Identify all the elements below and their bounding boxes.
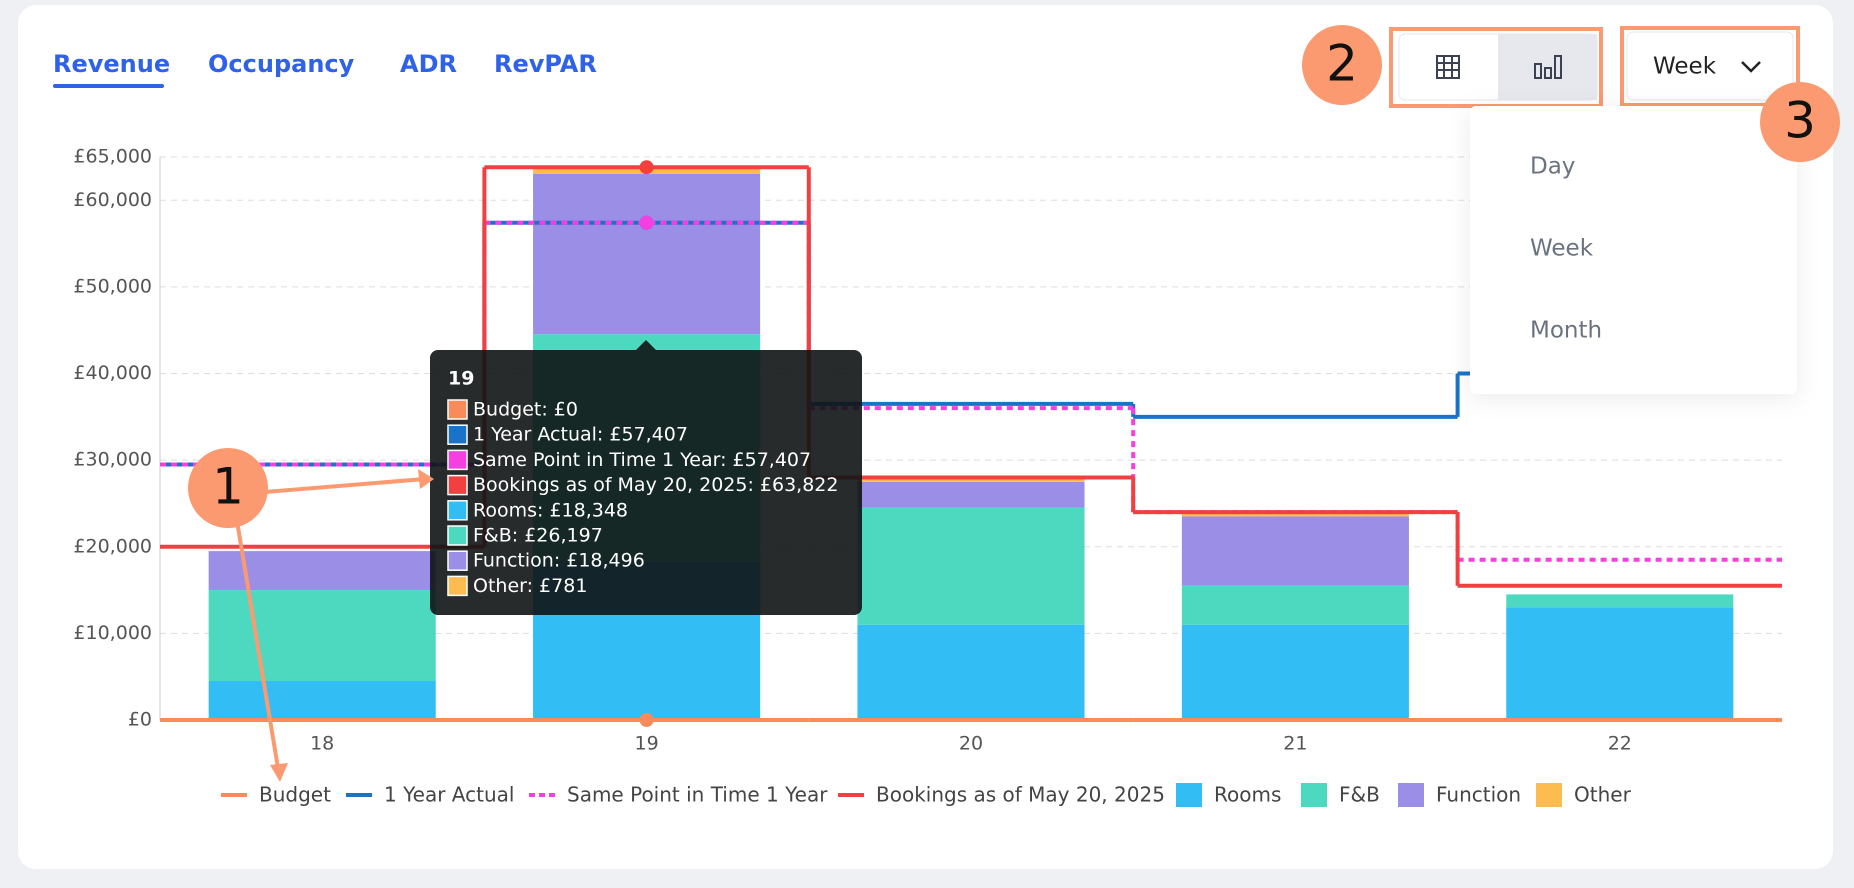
menu-option[interactable]: Day — [1530, 154, 1575, 180]
bar-segment — [208, 590, 436, 682]
dropdown-menu: Day Week Month — [1470, 106, 1797, 394]
bar-segment — [857, 624, 1085, 720]
legend-swatch — [1536, 783, 1562, 807]
legend-label: Function — [1436, 783, 1521, 807]
dropdown-button[interactable] — [1626, 31, 1794, 101]
menu-option[interactable]: Week — [1530, 236, 1594, 262]
y-tick-label: £40,000 — [73, 362, 152, 384]
tab[interactable]: Occupancy — [208, 50, 355, 78]
y-tick-label: £50,000 — [73, 275, 152, 297]
tooltip-caret — [636, 340, 656, 350]
x-tick-label: 19 — [635, 733, 659, 755]
chart-icon[interactable] — [1534, 55, 1562, 79]
legend-label: F&B — [1339, 783, 1380, 807]
callout-number: 2 — [1326, 35, 1358, 93]
tooltip-item: Other: £781 — [473, 575, 587, 597]
x-tick-label: 18 — [310, 733, 334, 755]
view-toggle — [1389, 27, 1603, 108]
tab-underline — [53, 84, 164, 88]
bar-segment — [1181, 512, 1409, 517]
legend-label: Rooms — [1214, 783, 1281, 807]
x-tick-label: 21 — [1283, 733, 1307, 755]
bar-segment — [1181, 585, 1409, 625]
menu-panel — [1470, 106, 1797, 394]
tab[interactable]: ADR — [400, 50, 457, 78]
x-tick-label: 20 — [959, 733, 983, 755]
arrow-head — [418, 469, 434, 489]
legend-swatch — [1301, 783, 1327, 807]
tooltip-item: 1 Year Actual: £57,407 — [473, 424, 688, 446]
legend-label: Other — [1574, 783, 1632, 807]
tooltip-item: Same Point in Time 1 Year: £57,407 — [473, 449, 811, 471]
tooltip-swatch — [447, 474, 468, 496]
tooltip-swatch — [447, 575, 468, 597]
tooltip-title: 19 — [448, 368, 474, 390]
bar-segment — [1181, 624, 1409, 720]
y-tick-label: £0 — [128, 709, 152, 731]
tooltip-swatch — [447, 449, 468, 471]
menu-option[interactable]: Month — [1530, 318, 1602, 344]
callout-badge — [1760, 82, 1840, 162]
tooltip-item: F&B: £26,197 — [473, 525, 603, 547]
tooltip-item: Rooms: £18,348 — [473, 499, 628, 521]
bar-segment — [857, 507, 1085, 625]
callout-arrow — [239, 477, 426, 496]
tab[interactable]: Revenue — [53, 50, 170, 78]
tooltip-swatch — [447, 500, 468, 521]
period-dropdown[interactable]: Week — [1620, 26, 1800, 107]
y-tick-label: £30,000 — [73, 449, 152, 471]
tooltip-swatch — [447, 550, 468, 571]
bar-segment — [533, 173, 761, 335]
legend-swatch — [1176, 783, 1202, 807]
y-tick-label: £10,000 — [73, 622, 152, 644]
tooltip-item: Function: £18,496 — [473, 550, 645, 572]
tooltip-swatch — [447, 525, 468, 546]
callout-badge — [1302, 25, 1382, 105]
bar-segment — [1506, 594, 1734, 608]
hover-point — [639, 713, 654, 727]
chevron — [1741, 61, 1761, 73]
legend-label: Bookings as of May 20, 2025 — [876, 783, 1165, 807]
callout-number: 3 — [1784, 92, 1816, 150]
tooltip: 19 Budget: £0 1 Year Actual: £57,407 Same … — [430, 340, 862, 615]
y-tick-label: £60,000 — [73, 189, 152, 211]
tooltip-item: Budget: £0 — [473, 399, 578, 421]
y-tick-label: £20,000 — [73, 535, 152, 557]
arrow-head — [270, 763, 288, 782]
legend-label: 1 Year Actual — [384, 783, 514, 807]
legend-label: Same Point in Time 1 Year — [567, 783, 828, 807]
hover-point — [639, 160, 654, 175]
y-tick-label: £65,000 — [73, 146, 152, 168]
bar-segment — [1506, 607, 1734, 720]
bar-segment — [1181, 516, 1409, 586]
bar-segment — [857, 481, 1085, 508]
hover-point — [639, 215, 654, 230]
x-tick-label: 22 — [1608, 733, 1632, 755]
callout-badge — [188, 448, 268, 528]
tooltip-item: Bookings as of May 20, 2025: £63,822 — [473, 474, 838, 496]
table-icon[interactable] — [1436, 55, 1460, 79]
bar-segment — [857, 477, 1085, 482]
legend-label: Budget — [259, 783, 331, 807]
highlight-box — [1620, 26, 1800, 107]
callout-arrow — [234, 514, 280, 769]
tab[interactable]: RevPAR — [494, 50, 597, 78]
dropdown-value: Week — [1653, 54, 1717, 80]
tooltip-bg — [430, 350, 862, 615]
callouts: 1 2 3 — [188, 25, 1840, 782]
bar-segment — [208, 681, 436, 720]
legend-swatch — [1398, 783, 1424, 807]
tooltip-swatch — [447, 399, 468, 420]
callout-number: 1 — [212, 458, 244, 516]
tooltip-swatch — [447, 424, 468, 445]
